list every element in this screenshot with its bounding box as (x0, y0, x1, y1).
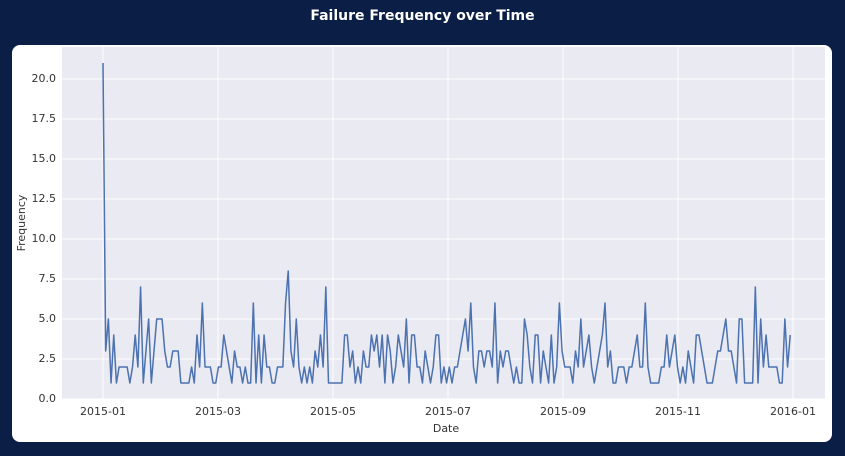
x-axis-label: Date (433, 422, 460, 435)
x-tick-label: 2015-05 (310, 405, 356, 418)
x-tick-label: 2015-11 (655, 405, 701, 418)
y-tick-label: 5.0 (39, 312, 57, 325)
y-axis-label: Frequency (15, 194, 28, 251)
x-tick-label: 2015-01 (80, 405, 126, 418)
plot-area (62, 47, 825, 399)
x-tick-label: 2015-03 (195, 405, 241, 418)
y-tick-label: 0.0 (39, 392, 57, 405)
y-tick-label: 10.0 (32, 232, 57, 245)
x-tick-label: 2016-01 (770, 405, 816, 418)
y-tick-label: 2.5 (39, 352, 57, 365)
y-tick-label: 17.5 (32, 112, 57, 125)
y-tick-label: 20.0 (32, 72, 57, 85)
x-tick-label: 2015-09 (540, 405, 586, 418)
y-tick-label: 12.5 (32, 192, 57, 205)
x-tick-label: 2015-07 (425, 405, 471, 418)
y-tick-label: 15.0 (32, 152, 57, 165)
y-tick-label: 7.5 (39, 272, 57, 285)
line-series (102, 62, 791, 384)
chart-title: Failure Frequency over Time (310, 8, 535, 24)
